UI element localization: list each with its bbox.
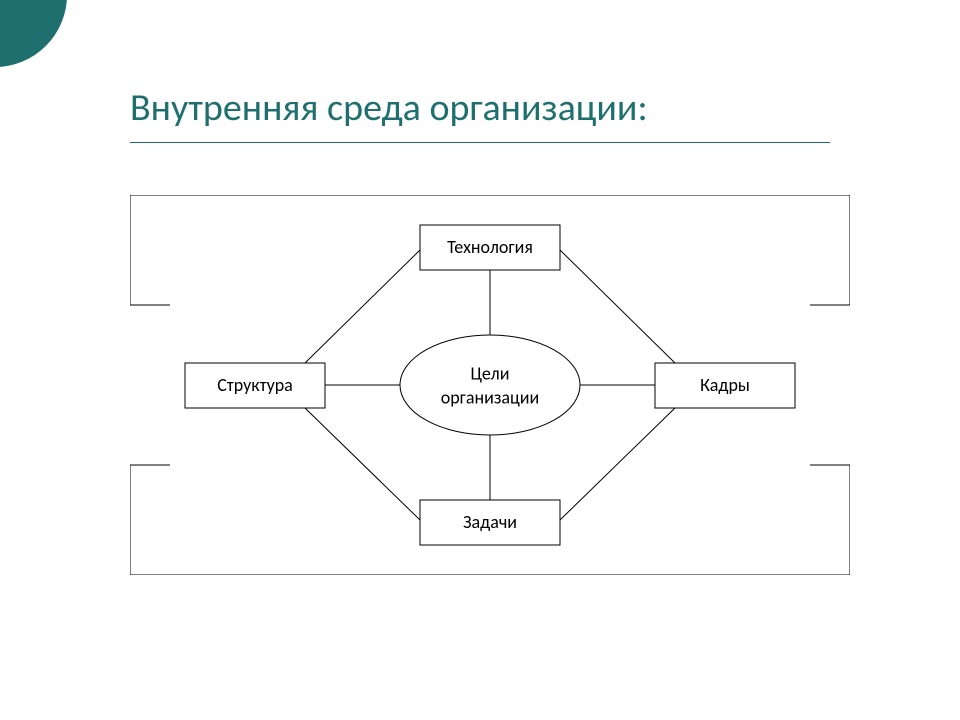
edge: [560, 408, 675, 520]
node-left-label: Структура: [217, 374, 293, 396]
edge: [560, 250, 675, 363]
node-bottom-label: Задачи: [463, 511, 517, 533]
corner-decoration-icon: [0, 0, 80, 80]
node-top-label: Технология: [447, 236, 533, 258]
node-center-label-bottom: организации: [441, 386, 540, 408]
page-title: Внутренняя среда организации:: [130, 85, 830, 131]
node-center: [400, 335, 580, 435]
node-center-label-top: Цели: [471, 362, 510, 384]
corner-outer-circle: [0, 0, 80, 80]
edge: [305, 408, 420, 520]
slide: Внутренняя среда организации: Целиоргани…: [0, 0, 960, 720]
corner-inner-circle: [0, 0, 67, 67]
edge: [305, 250, 420, 363]
diagram: Целиорганизации Технология Задачи Структура…: [130, 195, 850, 575]
node-right-label: Кадры: [700, 374, 750, 396]
title-underline: [130, 142, 830, 143]
